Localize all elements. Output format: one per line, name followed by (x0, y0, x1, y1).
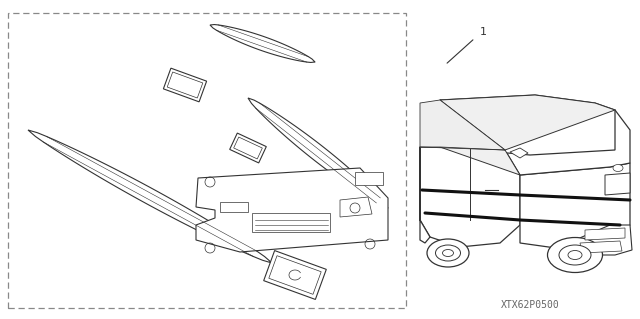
Polygon shape (605, 173, 630, 195)
Ellipse shape (613, 165, 623, 172)
Polygon shape (355, 172, 383, 185)
Ellipse shape (547, 238, 602, 272)
Polygon shape (420, 147, 520, 247)
Text: XTX62P0500: XTX62P0500 (500, 300, 559, 310)
Ellipse shape (435, 245, 461, 261)
Polygon shape (210, 25, 315, 63)
Ellipse shape (442, 249, 454, 256)
Ellipse shape (427, 239, 469, 267)
Polygon shape (440, 95, 615, 150)
Polygon shape (505, 110, 630, 175)
Polygon shape (520, 163, 630, 250)
Polygon shape (440, 95, 615, 155)
Ellipse shape (559, 245, 591, 265)
Ellipse shape (568, 250, 582, 259)
Polygon shape (196, 168, 388, 252)
Polygon shape (163, 68, 207, 102)
Polygon shape (167, 72, 203, 98)
Bar (8, 13, 406, 308)
Polygon shape (264, 250, 326, 300)
Polygon shape (28, 130, 272, 263)
Polygon shape (234, 137, 262, 159)
Polygon shape (568, 225, 632, 255)
Polygon shape (585, 228, 625, 240)
Polygon shape (440, 100, 520, 175)
Polygon shape (230, 133, 266, 163)
Polygon shape (252, 213, 330, 232)
Polygon shape (510, 148, 528, 158)
Polygon shape (220, 202, 248, 212)
Text: 1: 1 (480, 27, 487, 37)
Polygon shape (420, 147, 430, 243)
Polygon shape (340, 197, 372, 217)
Polygon shape (269, 256, 321, 294)
Polygon shape (420, 100, 505, 150)
Polygon shape (248, 98, 388, 208)
Polygon shape (580, 241, 622, 253)
